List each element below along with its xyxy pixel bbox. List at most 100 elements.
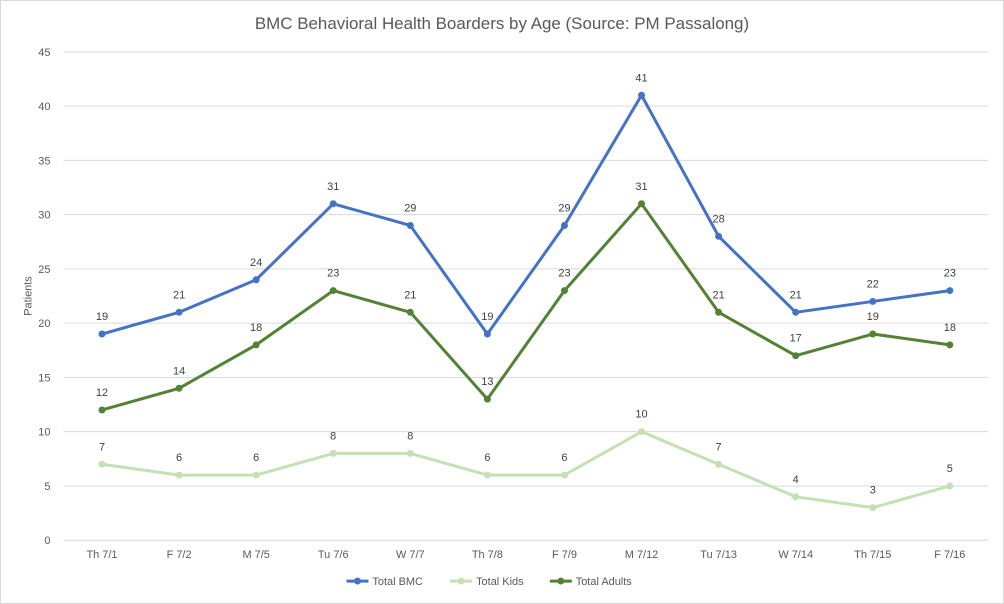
x-tick-label: F 7/9 — [552, 549, 577, 561]
x-tick-label: W 7/14 — [778, 549, 813, 561]
data-point-total-adults — [560, 287, 568, 295]
data-label-total-bmc: 31 — [327, 181, 339, 193]
data-labels: 19 21 24 31 29 19 29 41 28 21 22 23 7 6 6 8 8 6 6 10 7 4 3 5 12 1… — [96, 72, 956, 496]
data-label-total-adults: 13 — [481, 376, 493, 388]
data-label-total-kids: 6 — [484, 452, 490, 464]
x-axis-ticks: Th 7/1 F 7/2 M 7/5 Tu 7/6 W 7/7 Th 7/8 F 7/9 M … — [86, 549, 965, 561]
data-label-total-kids: 8 — [407, 430, 413, 442]
data-point-total-bmc — [406, 221, 414, 229]
y-tick-label: 10 — [38, 427, 50, 439]
data-label-total-kids: 8 — [330, 430, 336, 442]
data-point-total-kids — [638, 428, 646, 436]
gridlines — [63, 51, 989, 541]
y-axis-ticks: 0 5 10 15 20 25 30 35 40 45 — [38, 47, 50, 547]
data-point-total-adults — [638, 200, 646, 208]
x-tick-label: Tu 7/13 — [700, 549, 737, 561]
data-label-total-adults: 31 — [635, 181, 647, 193]
legend-label: Total Adults — [576, 576, 633, 588]
x-tick-label: W 7/7 — [396, 549, 425, 561]
data-point-total-kids — [869, 504, 877, 512]
legend-item-total-adults[interactable]: Total Adults — [549, 576, 633, 588]
data-point-total-adults — [792, 352, 800, 360]
data-point-total-adults — [98, 406, 106, 414]
data-point-total-bmc — [560, 221, 568, 229]
data-point-total-kids — [98, 460, 106, 468]
data-point-total-adults — [252, 341, 260, 349]
data-label-total-adults: 12 — [96, 387, 108, 399]
legend-swatch-marker — [457, 577, 465, 585]
data-point-total-adults — [329, 287, 337, 295]
data-label-total-kids: 10 — [635, 409, 647, 421]
y-tick-label: 25 — [38, 264, 50, 276]
data-point-total-kids — [792, 493, 800, 501]
data-label-total-bmc: 21 — [790, 289, 802, 301]
data-label-total-bmc: 41 — [635, 72, 647, 84]
x-tick-label: F 7/16 — [934, 549, 965, 561]
x-tick-label: Th 7/8 — [472, 549, 503, 561]
data-point-total-bmc — [638, 91, 646, 99]
data-point-total-adults — [483, 395, 491, 403]
y-tick-label: 30 — [38, 210, 50, 222]
data-point-total-adults — [406, 308, 414, 316]
data-point-total-adults — [715, 308, 723, 316]
x-tick-label: Th 7/15 — [854, 549, 891, 561]
data-label-total-adults: 18 — [944, 322, 956, 334]
data-point-total-bmc — [483, 330, 491, 338]
data-label-total-adults: 23 — [327, 268, 339, 280]
data-point-total-kids — [946, 482, 954, 490]
y-tick-label: 20 — [38, 318, 50, 330]
legend-label: Total BMC — [372, 576, 423, 588]
data-label-total-bmc: 22 — [867, 278, 879, 290]
data-point-total-bmc — [946, 287, 954, 295]
data-label-total-adults: 19 — [867, 311, 879, 323]
data-label-total-bmc: 29 — [558, 203, 570, 215]
data-point-total-adults — [175, 384, 183, 392]
data-label-total-kids: 3 — [870, 485, 876, 497]
data-point-total-kids — [560, 471, 568, 479]
legend-swatch-marker — [557, 577, 565, 585]
chart-title: BMC Behavioral Health Boarders by Age (S… — [255, 14, 749, 33]
y-tick-label: 35 — [38, 155, 50, 167]
data-label-total-adults: 18 — [250, 322, 262, 334]
data-label-total-bmc: 29 — [404, 203, 416, 215]
data-label-total-bmc: 23 — [944, 268, 956, 280]
legend-item-total-bmc[interactable]: Total BMC — [346, 576, 424, 588]
legend[interactable]: Total BMC Total Kids Total Adults — [346, 576, 633, 588]
data-point-total-kids — [175, 471, 183, 479]
legend-item-total-kids[interactable]: Total Kids — [450, 576, 524, 588]
data-point-total-kids — [329, 449, 337, 457]
x-tick-label: F 7/2 — [167, 549, 192, 561]
x-tick-label: M 7/12 — [625, 549, 658, 561]
data-label-total-bmc: 28 — [713, 213, 725, 225]
data-label-total-bmc: 24 — [250, 257, 262, 269]
data-label-total-kids: 6 — [561, 452, 567, 464]
data-point-total-kids — [483, 471, 491, 479]
data-point-total-bmc — [252, 276, 260, 284]
data-label-total-bmc: 19 — [481, 311, 493, 323]
series-line-total-adults — [100, 202, 952, 412]
y-tick-label: 0 — [44, 535, 50, 547]
x-tick-label: Th 7/1 — [86, 549, 117, 561]
legend-swatch-marker — [353, 577, 361, 585]
data-label-total-adults: 23 — [558, 268, 570, 280]
y-tick-label: 40 — [38, 101, 50, 113]
x-tick-label: M 7/5 — [242, 549, 269, 561]
series-line-total-bmc — [100, 93, 952, 336]
series-lines — [98, 91, 954, 512]
data-point-total-kids — [252, 471, 260, 479]
data-label-total-kids: 4 — [793, 474, 799, 486]
data-point-total-kids — [406, 449, 414, 457]
data-label-total-kids: 7 — [716, 441, 722, 453]
data-point-total-bmc — [98, 330, 106, 338]
data-point-total-bmc — [715, 232, 723, 240]
data-label-total-kids: 7 — [99, 441, 105, 453]
data-label-total-bmc: 19 — [96, 311, 108, 323]
data-point-total-adults — [869, 330, 877, 338]
data-point-total-kids — [715, 460, 723, 468]
data-label-total-adults: 17 — [790, 333, 802, 345]
data-point-total-bmc — [869, 297, 877, 305]
data-label-total-bmc: 21 — [173, 289, 185, 301]
data-label-total-kids: 6 — [176, 452, 182, 464]
data-label-total-adults: 14 — [173, 365, 185, 377]
